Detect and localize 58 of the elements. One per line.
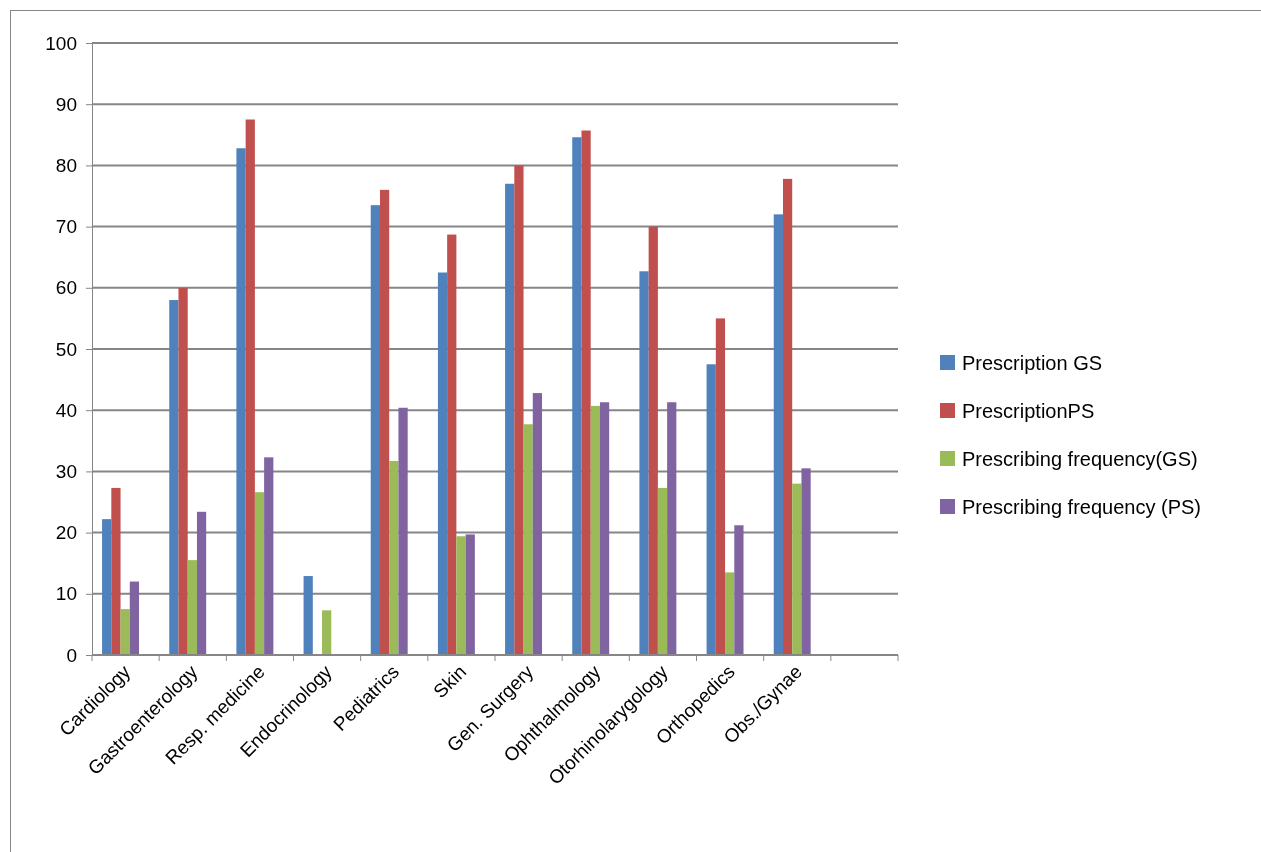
bar bbox=[437, 272, 448, 655]
bar bbox=[581, 130, 591, 655]
bar bbox=[322, 610, 332, 655]
bar bbox=[120, 609, 130, 655]
bar bbox=[465, 534, 475, 655]
bar bbox=[801, 468, 811, 655]
bar bbox=[532, 393, 543, 655]
bar bbox=[505, 183, 515, 655]
bar bbox=[782, 178, 793, 655]
y-tick-label: 70 bbox=[55, 216, 77, 238]
bar bbox=[169, 300, 179, 655]
bar bbox=[657, 487, 668, 655]
x-tick-label: Skin bbox=[429, 660, 471, 702]
bar bbox=[599, 402, 610, 655]
y-tick-label: 0 bbox=[66, 644, 77, 666]
bar bbox=[129, 581, 140, 655]
bar bbox=[379, 189, 390, 655]
bar bbox=[254, 492, 265, 655]
bar bbox=[639, 271, 649, 655]
bar bbox=[523, 424, 533, 655]
legend-label: PrescriptionPS bbox=[962, 400, 1095, 422]
bar bbox=[187, 560, 197, 655]
bar bbox=[725, 572, 735, 655]
y-tick-label: 50 bbox=[55, 338, 77, 360]
bar bbox=[398, 407, 408, 655]
bar bbox=[706, 364, 716, 655]
y-tick-label: 20 bbox=[55, 522, 77, 544]
legend-label: Prescribing frequency(GS) bbox=[962, 448, 1198, 470]
bar bbox=[111, 487, 121, 655]
y-tick-label: 90 bbox=[55, 93, 77, 115]
y-tick-label: 30 bbox=[55, 460, 77, 482]
bar bbox=[264, 457, 274, 655]
bar bbox=[102, 519, 112, 655]
bar bbox=[572, 137, 582, 655]
bar bbox=[648, 226, 658, 655]
bar bbox=[178, 287, 188, 655]
legend-label: Prescription GS bbox=[962, 352, 1103, 374]
bar bbox=[667, 402, 677, 655]
bar bbox=[734, 525, 744, 655]
bar bbox=[245, 119, 255, 655]
bar bbox=[196, 511, 207, 655]
y-tick-label: 100 bbox=[45, 32, 77, 54]
bar bbox=[370, 205, 380, 655]
bar bbox=[514, 165, 524, 655]
bar bbox=[792, 483, 802, 655]
bar bbox=[773, 214, 783, 655]
bar bbox=[236, 148, 246, 655]
legend-label: Prescribing frequency (PS) bbox=[962, 496, 1201, 518]
bar bbox=[389, 461, 399, 655]
bar bbox=[590, 405, 600, 655]
y-tick-label: 60 bbox=[55, 277, 77, 299]
bar bbox=[447, 234, 457, 655]
bar bbox=[303, 576, 313, 655]
bar bbox=[715, 318, 726, 655]
y-tick-label: 80 bbox=[55, 154, 77, 176]
y-tick-label: 10 bbox=[55, 583, 77, 605]
y-tick-label: 40 bbox=[55, 399, 77, 421]
bar bbox=[456, 536, 466, 655]
